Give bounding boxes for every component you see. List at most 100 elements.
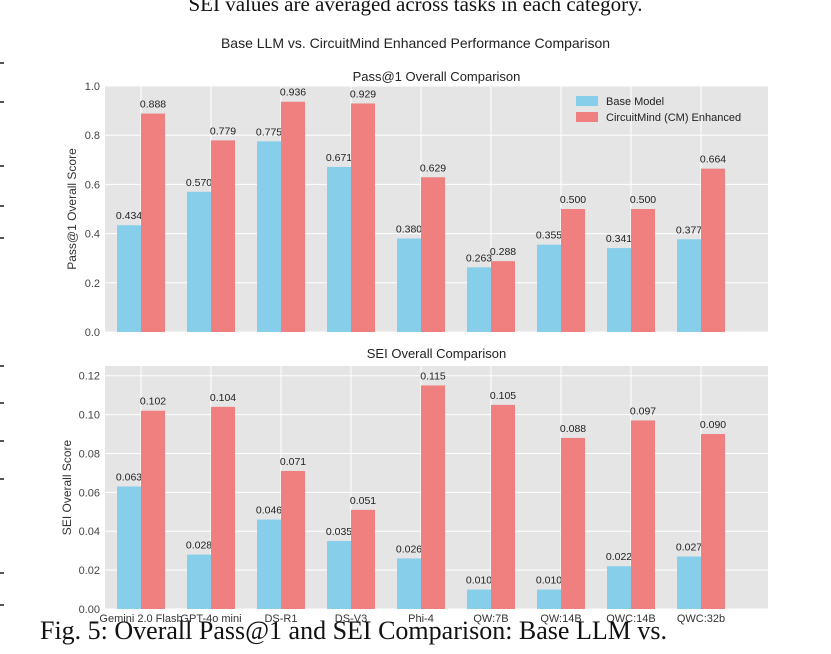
data-label: 0.629 [420,162,446,174]
bar-base [327,166,351,332]
top-caption: SEI values are averaged across tasks in … [188,0,643,16]
bar-enhanced [701,434,725,609]
data-label: 0.664 [700,154,726,166]
data-label: 0.010 [466,575,492,587]
bar-enhanced [421,385,445,609]
data-label: 0.341 [606,233,632,245]
legend-swatch [576,96,598,106]
bar-enhanced [211,406,235,609]
y-tick-label: 1.0 [85,81,100,93]
data-label: 0.027 [676,542,702,554]
data-label: 0.500 [630,194,656,206]
y-axis-label: SEI Overall Score [60,439,74,535]
bar-base [467,589,491,609]
bar-base [117,225,141,332]
bar-base [187,554,211,609]
y-tick-label: 0.4 [85,229,100,241]
bar-enhanced [281,470,305,609]
bar-base [397,238,421,332]
legend-label: Base Model [606,96,664,108]
x-tick-label: QW:7B [473,613,508,625]
data-label: 0.936 [280,87,306,99]
bar-enhanced [351,103,375,332]
bar-base [537,244,561,332]
bar-base [257,141,281,332]
bar-enhanced [211,140,235,332]
data-label: 0.022 [606,551,632,563]
data-label: 0.434 [116,210,142,222]
bottom-caption: Fig. 5: Overall Pass@1 and SEI Compariso… [40,616,667,645]
x-tick-label: QWC:14B [606,613,656,625]
chart-panel-2: 0.00 0.02 0.04 0.06 0.08 0.10 0.12 0.063 0.028 0.… [60,346,768,625]
x-tick-label: DS-R1 [264,613,297,625]
bar-enhanced [561,209,585,332]
x-tick-label: DS-V3 [335,613,367,625]
bar-base [677,239,701,332]
legend: Base Model CircuitMind (CM) Enhanced [576,96,741,124]
y-tick-label: 0.2 [85,278,100,290]
data-label: 0.775 [256,126,282,138]
data-label: 0.355 [536,230,562,242]
bar-base [327,540,351,609]
data-label: 0.263 [466,252,492,264]
y-tick-label: 0.00 [79,604,100,616]
bar-enhanced [631,209,655,332]
data-label: 0.090 [700,419,726,431]
y-tick-label: 0.6 [85,179,100,191]
chart-panel-1: 0.0 0.2 0.4 0.6 0.8 1.0 0.434 0.570 0.775 0.671 0.… [65,69,768,339]
y-tick-label: 0.04 [79,526,100,538]
x-tick-label: Phi-4 [408,613,434,625]
bar-enhanced [421,177,445,332]
figure-title: Base LLM vs. CircuitMind Enhanced Perfor… [220,35,611,51]
x-tick-label: QWC:32b [677,613,725,625]
bar-base [117,486,141,609]
data-label: 0.035 [326,526,352,538]
data-label: 0.028 [186,540,212,552]
data-label: 0.104 [210,392,236,404]
y-tick-label: 0.12 [79,371,100,383]
bar-enhanced [141,113,165,332]
bar-base [187,191,211,332]
data-label: 0.088 [560,423,586,435]
bar-base [467,267,491,332]
data-label: 0.105 [490,390,516,402]
bar-base [677,556,701,609]
data-label: 0.377 [676,224,702,236]
data-label: 0.071 [280,456,306,468]
data-label: 0.288 [490,246,516,258]
bar-base [607,248,631,332]
x-tick-label: GPT-4o mini [180,613,241,625]
data-label: 0.051 [350,495,376,507]
y-tick-label: 0.02 [79,565,100,577]
y-tick-label: 0.8 [85,130,100,142]
data-label: 0.097 [630,405,656,417]
data-label: 0.779 [210,125,236,137]
panel-title: SEI Overall Comparison [367,346,506,361]
x-tick-label: Gemini 2.0 Flash [99,613,182,625]
y-axis-label: Pass@1 Overall Score [65,148,79,270]
bar-base [397,558,421,609]
panel-title: Pass@1 Overall Comparison [353,69,521,84]
y-tick-label: 0.06 [79,487,100,499]
data-label: 0.671 [326,152,352,164]
y-tick-label: 0.0 [85,327,100,339]
data-label: 0.010 [536,575,562,587]
bar-enhanced [141,410,165,609]
bar-enhanced [491,261,515,332]
bar-enhanced [491,404,515,609]
bar-base [607,566,631,609]
data-label: 0.063 [116,472,142,484]
bar-enhanced [631,420,655,609]
bar-enhanced [351,509,375,609]
legend-swatch [576,112,598,122]
data-label: 0.115 [420,370,446,382]
bar-base [537,589,561,609]
x-tick-label: QW:14B [540,613,581,625]
bar-base [257,519,281,609]
y-tick-label: 0.10 [79,410,100,422]
data-label: 0.046 [256,505,282,517]
data-label: 0.888 [140,99,166,111]
data-label: 0.570 [186,177,212,189]
data-label: 0.929 [350,88,376,100]
